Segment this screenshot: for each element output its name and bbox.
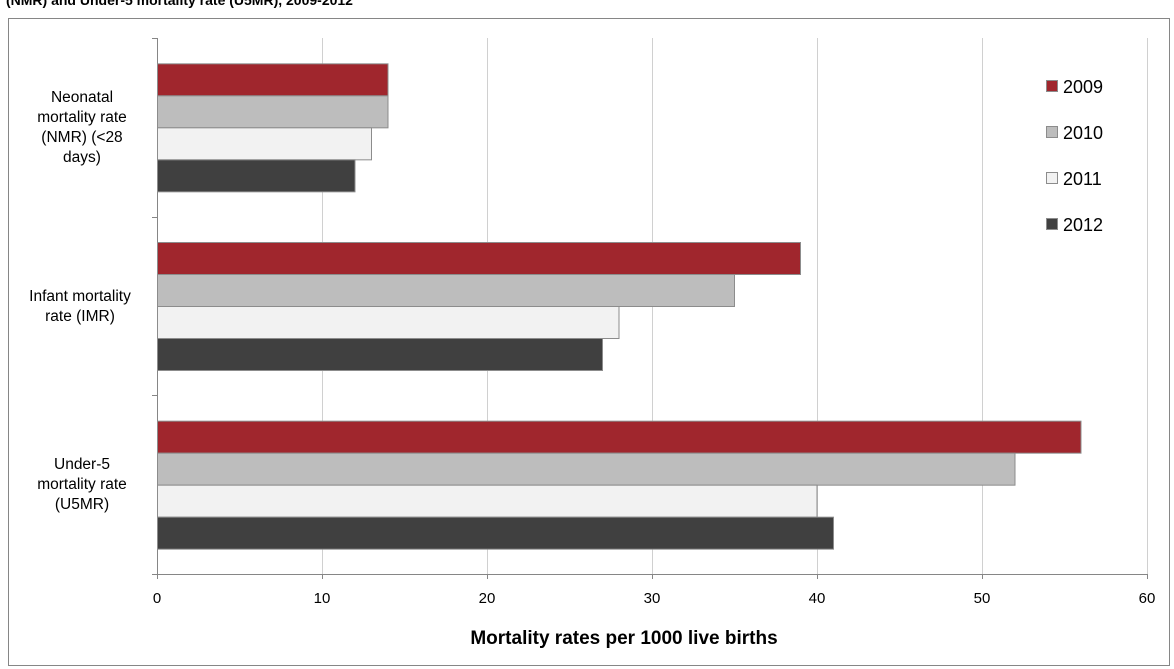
bar-2012-1 xyxy=(157,159,356,193)
bar-2012-2 xyxy=(157,338,603,371)
legend-label-2011: 2011 xyxy=(1063,169,1102,189)
category-label-imr: Infant mortality rate (IMR) xyxy=(29,288,131,325)
x-tick-label: 60 xyxy=(1139,590,1156,607)
category-label-nmr: Neonatal mortality rate (NMR) (<28 days) xyxy=(37,89,127,166)
category-label-u5mr: Under-5 mortality rate (U5MR) xyxy=(37,456,127,513)
legend-label-2009: 2009 xyxy=(1063,77,1103,97)
legend-swatch-2012 xyxy=(1046,218,1058,230)
chart-title-clipped: (NMR) and Under-5 mortality rate (U5MR),… xyxy=(6,0,353,8)
bar-2011-2 xyxy=(157,306,620,339)
bar-2009-1 xyxy=(157,63,389,97)
legend-swatch-2009 xyxy=(1046,80,1058,92)
legend-label-2010: 2010 xyxy=(1063,123,1103,143)
bar-2011-1 xyxy=(157,127,372,161)
x-tick-label: 50 xyxy=(974,590,991,607)
bar-2011-3 xyxy=(157,484,818,518)
bar-2010-1 xyxy=(157,95,389,129)
legend-swatch-2010 xyxy=(1046,126,1058,138)
x-tick-label: 20 xyxy=(479,590,496,607)
legend-label-2012: 2012 xyxy=(1063,215,1103,235)
bar-2009-3 xyxy=(157,420,1082,454)
x-tick-label: 30 xyxy=(644,590,661,607)
x-tick-label: 0 xyxy=(153,590,161,607)
x-tick-label: 10 xyxy=(314,590,331,607)
x-tick-label: 40 xyxy=(809,590,826,607)
bar-2009-2 xyxy=(157,242,801,275)
legend-swatch-2011 xyxy=(1046,172,1058,184)
x-axis-title: Mortality rates per 1000 live births xyxy=(470,628,777,649)
bar-2010-3 xyxy=(157,452,1016,486)
bar-2012-3 xyxy=(157,516,834,550)
bar-2010-2 xyxy=(157,274,735,307)
